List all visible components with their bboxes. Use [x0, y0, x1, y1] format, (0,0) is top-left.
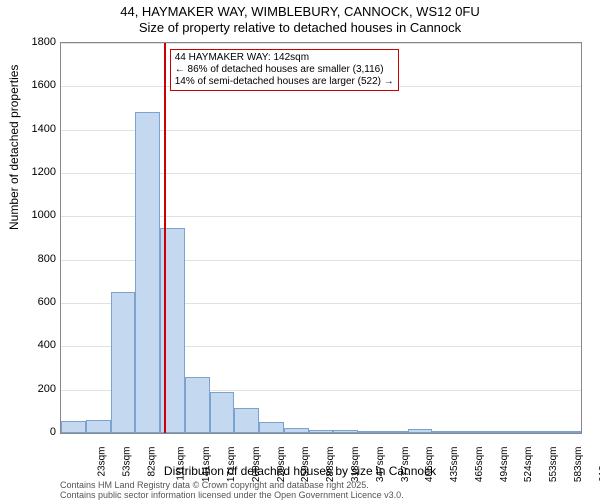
- histogram-bar: [111, 292, 136, 433]
- histogram-bar: [284, 428, 309, 433]
- gridline: [61, 433, 581, 434]
- xtick-label: 200sqm: [251, 447, 262, 483]
- histogram-bar: [358, 431, 383, 433]
- ytick-label: 1000: [16, 209, 56, 221]
- annotation-line1: 44 HAYMAKER WAY: 142sqm: [175, 52, 394, 64]
- ytick-label: 200: [16, 383, 56, 395]
- subject-property-marker: [164, 43, 166, 433]
- ytick-label: 1800: [16, 36, 56, 48]
- histogram-bar: [556, 431, 581, 433]
- xtick-label: 229sqm: [276, 447, 287, 483]
- xtick-label: 465sqm: [474, 447, 485, 483]
- xtick-label: 23sqm: [97, 447, 108, 477]
- xtick-label: 82sqm: [146, 447, 157, 477]
- histogram-bar: [234, 408, 259, 433]
- histogram-bar: [309, 430, 334, 433]
- histogram-bar: [185, 377, 210, 433]
- ytick-label: 1200: [16, 166, 56, 178]
- histogram-chart: 44 HAYMAKER WAY: 142sqm← 86% of detached…: [60, 42, 582, 434]
- xtick-label: 406sqm: [424, 447, 435, 483]
- histogram-bar: [432, 431, 457, 433]
- gridline: [61, 43, 581, 44]
- xtick-label: 288sqm: [325, 447, 336, 483]
- annotation-line3: 14% of semi-detached houses are larger (…: [175, 76, 394, 88]
- xtick-label: 53sqm: [122, 447, 133, 477]
- xtick-label: 494sqm: [499, 447, 510, 483]
- xtick-label: 318sqm: [350, 447, 361, 483]
- histogram-bar: [61, 421, 86, 433]
- annotation-box: 44 HAYMAKER WAY: 142sqm← 86% of detached…: [170, 49, 399, 91]
- footer-copyright: Contains HM Land Registry data © Crown c…: [60, 480, 369, 490]
- xtick-label: 377sqm: [400, 447, 411, 483]
- annotation-line2: ← 86% of detached houses are smaller (3,…: [175, 64, 394, 76]
- ytick-label: 1400: [16, 123, 56, 135]
- xtick-label: 435sqm: [449, 447, 460, 483]
- histogram-bar: [531, 431, 556, 433]
- xtick-label: 553sqm: [548, 447, 559, 483]
- ytick-label: 800: [16, 253, 56, 265]
- ytick-label: 600: [16, 296, 56, 308]
- histogram-bar: [383, 431, 408, 433]
- histogram-bar: [86, 420, 111, 433]
- title-line1: 44, HAYMAKER WAY, WIMBLEBURY, CANNOCK, W…: [0, 4, 600, 19]
- histogram-bar: [259, 422, 284, 433]
- xtick-label: 141sqm: [202, 447, 213, 483]
- ytick-label: 0: [16, 426, 56, 438]
- xtick-label: 347sqm: [375, 447, 386, 483]
- footer-licence: Contains public sector information licen…: [60, 490, 404, 500]
- histogram-bar: [482, 431, 507, 433]
- ytick-label: 400: [16, 339, 56, 351]
- histogram-bar: [333, 430, 358, 433]
- ytick-label: 1600: [16, 79, 56, 91]
- xtick-label: 111sqm: [175, 447, 186, 481]
- xtick-label: 259sqm: [301, 447, 312, 483]
- histogram-bar: [408, 429, 433, 433]
- histogram-bar: [507, 431, 532, 433]
- xtick-label: 524sqm: [523, 447, 534, 483]
- histogram-bar: [135, 112, 160, 433]
- title-line2: Size of property relative to detached ho…: [0, 20, 600, 35]
- xtick-label: 171sqm: [226, 447, 237, 483]
- histogram-bar: [210, 392, 235, 433]
- histogram-bar: [457, 431, 482, 433]
- xtick-label: 583sqm: [573, 447, 584, 483]
